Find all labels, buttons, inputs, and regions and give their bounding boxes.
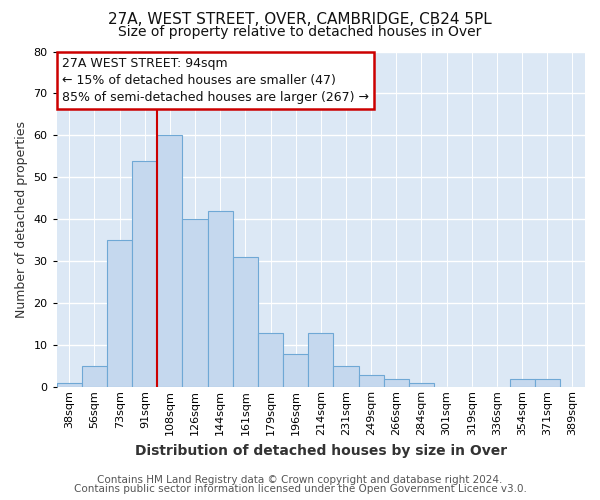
Text: 27A WEST STREET: 94sqm
← 15% of detached houses are smaller (47)
85% of semi-det: 27A WEST STREET: 94sqm ← 15% of detached… (62, 56, 369, 104)
X-axis label: Distribution of detached houses by size in Over: Distribution of detached houses by size … (135, 444, 507, 458)
Bar (359, 374, 384, 388)
Bar (57, 383, 82, 388)
Bar (535, 379, 560, 388)
Bar (107, 240, 132, 388)
Bar (283, 354, 308, 388)
Bar (233, 257, 258, 388)
Bar (509, 379, 535, 388)
Bar (334, 366, 359, 388)
Text: Contains public sector information licensed under the Open Government Licence v3: Contains public sector information licen… (74, 484, 526, 494)
Y-axis label: Number of detached properties: Number of detached properties (15, 121, 28, 318)
Bar (308, 332, 334, 388)
Text: 27A, WEST STREET, OVER, CAMBRIDGE, CB24 5PL: 27A, WEST STREET, OVER, CAMBRIDGE, CB24 … (108, 12, 492, 28)
Bar (82, 366, 107, 388)
Bar (258, 332, 283, 388)
Bar (384, 379, 409, 388)
Bar (132, 160, 157, 388)
Bar (182, 220, 208, 388)
Bar (208, 211, 233, 388)
Text: Size of property relative to detached houses in Over: Size of property relative to detached ho… (118, 25, 482, 39)
Bar (409, 383, 434, 388)
Bar (157, 136, 182, 388)
Text: Contains HM Land Registry data © Crown copyright and database right 2024.: Contains HM Land Registry data © Crown c… (97, 475, 503, 485)
